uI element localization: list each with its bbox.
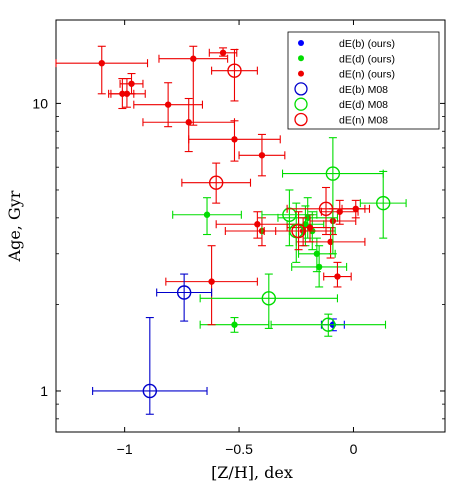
legend-marker bbox=[298, 70, 304, 77]
point-marker bbox=[208, 278, 215, 285]
point-marker bbox=[313, 250, 321, 257]
data-point bbox=[286, 186, 366, 236]
y-tick-label: 1 bbox=[40, 383, 48, 399]
point-marker bbox=[208, 175, 224, 190]
data-point bbox=[172, 197, 242, 236]
point-marker bbox=[142, 383, 158, 399]
data-point bbox=[208, 47, 238, 57]
point-marker bbox=[203, 211, 211, 218]
legend-label: dE(b) (ours) bbox=[339, 38, 395, 50]
data-point bbox=[181, 162, 252, 204]
data-point bbox=[119, 73, 144, 95]
point-marker bbox=[318, 201, 334, 217]
legend-marker bbox=[298, 40, 304, 46]
data-point bbox=[165, 245, 258, 326]
point-marker bbox=[261, 291, 277, 306]
point-marker bbox=[376, 195, 391, 211]
point-marker bbox=[176, 285, 192, 300]
point-marker bbox=[336, 208, 343, 215]
axis-ticks: −1 −0.5 0 1 10 bbox=[32, 20, 445, 457]
legend-marker bbox=[294, 82, 308, 96]
x-axis-title: [Z/H], dex bbox=[211, 463, 293, 482]
data-point bbox=[133, 82, 203, 128]
point-marker bbox=[304, 214, 311, 222]
point-marker bbox=[227, 63, 242, 78]
point-marker bbox=[327, 238, 334, 246]
data-point bbox=[359, 170, 407, 239]
series-group bbox=[55, 45, 371, 326]
data-point bbox=[92, 317, 208, 415]
point-marker bbox=[185, 119, 192, 126]
data-point bbox=[55, 45, 149, 95]
legend-label: dE(b) M08 bbox=[339, 84, 388, 96]
point-marker bbox=[321, 317, 336, 332]
point-marker bbox=[306, 224, 314, 231]
legend-marker bbox=[294, 97, 308, 111]
x-tick-label: 0 bbox=[350, 441, 358, 457]
data-point bbox=[270, 313, 387, 337]
data-point bbox=[156, 273, 213, 322]
point-marker bbox=[231, 136, 238, 143]
data-point bbox=[323, 261, 352, 288]
point-marker bbox=[123, 90, 131, 97]
series-group bbox=[199, 137, 407, 337]
point-marker bbox=[190, 55, 197, 62]
point-marker bbox=[291, 223, 306, 239]
legend-marker bbox=[294, 112, 308, 127]
legend: dE(b) (ours) dE(d) (ours) dE(n) (ours) dE(b… bbox=[287, 31, 440, 130]
point-marker bbox=[219, 49, 227, 56]
data-point bbox=[238, 133, 286, 177]
data-point bbox=[211, 48, 258, 102]
legend-marker bbox=[298, 55, 304, 62]
y-axis-title: Age, Gyr bbox=[5, 190, 24, 262]
point-marker bbox=[302, 221, 309, 228]
x-tick-label: −0.5 bbox=[225, 441, 253, 457]
x-tick-label: −1 bbox=[117, 441, 133, 457]
point-marker bbox=[325, 166, 341, 181]
legend-label: dE(n) M08 bbox=[339, 115, 388, 127]
legend-label: dE(d) (ours) bbox=[339, 53, 395, 65]
point-marker bbox=[231, 321, 238, 328]
data-marks bbox=[55, 45, 407, 415]
data-point bbox=[215, 211, 300, 239]
point-marker bbox=[258, 152, 266, 159]
point-marker bbox=[334, 273, 341, 280]
data-point bbox=[158, 45, 229, 126]
series-group bbox=[181, 48, 366, 251]
y-tick-label: 10 bbox=[32, 95, 48, 111]
legend-label: dE(d) M08 bbox=[339, 99, 388, 111]
point-marker bbox=[164, 101, 172, 108]
data-point bbox=[199, 273, 339, 329]
point-marker bbox=[98, 59, 105, 67]
point-marker bbox=[254, 221, 261, 228]
data-point bbox=[188, 120, 281, 162]
data-point bbox=[261, 189, 318, 247]
legend-label: dE(n) (ours) bbox=[339, 69, 395, 81]
data-point bbox=[263, 211, 334, 251]
point-marker bbox=[315, 263, 323, 271]
point-marker bbox=[128, 80, 135, 87]
series-group bbox=[92, 273, 213, 415]
legend-box bbox=[287, 31, 440, 130]
